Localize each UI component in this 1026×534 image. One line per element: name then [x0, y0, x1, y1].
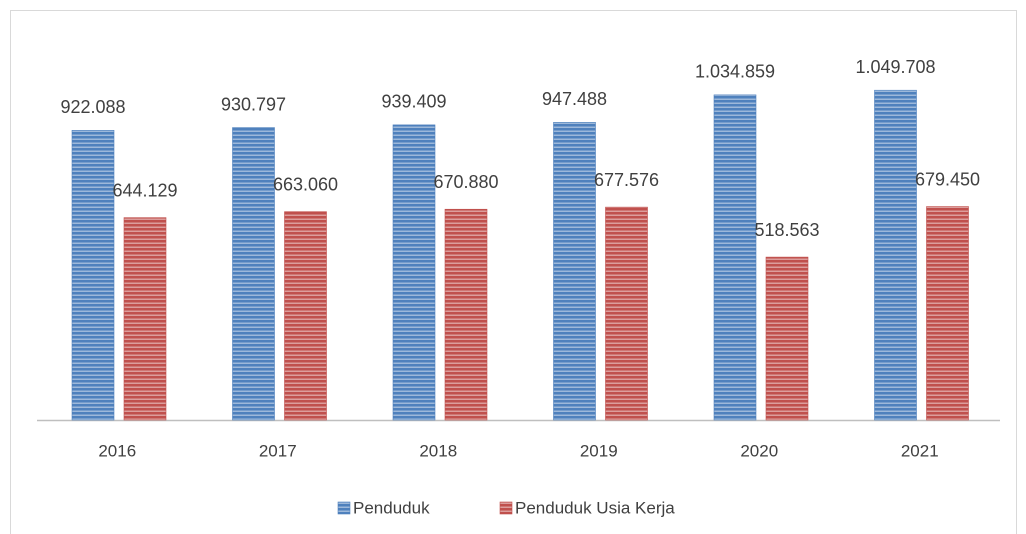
x-tick-label: 2017	[259, 441, 297, 460]
data-label: 518.563	[754, 220, 819, 240]
bar	[765, 256, 809, 421]
data-label: 663.060	[273, 174, 338, 194]
data-label: 644.129	[112, 180, 177, 200]
x-tick-label: 2019	[580, 441, 618, 460]
bar	[392, 124, 436, 421]
legend-label: Penduduk Usia Kerja	[515, 498, 675, 517]
bar	[605, 206, 648, 421]
chart-border	[10, 10, 1017, 534]
bar	[874, 89, 917, 421]
bar	[553, 122, 596, 421]
data-label: 679.450	[915, 169, 980, 189]
bar	[71, 130, 115, 421]
legend-swatch	[337, 501, 351, 515]
data-label: 670.880	[433, 172, 498, 192]
x-tick-label: 2020	[740, 441, 778, 460]
data-label: 677.576	[594, 170, 659, 190]
bar	[123, 217, 167, 421]
x-tick-label: 2018	[419, 441, 457, 460]
data-label: 922.088	[60, 97, 125, 117]
bar	[232, 127, 275, 421]
x-tick-label: 2021	[901, 441, 939, 460]
bar	[713, 94, 757, 421]
data-label: 1.034.859	[695, 62, 775, 82]
data-label: 939.409	[381, 92, 446, 112]
legend-swatch	[499, 501, 513, 515]
legend-label: Penduduk	[353, 498, 430, 517]
data-label: 930.797	[221, 94, 286, 114]
bar	[444, 208, 488, 421]
data-label: 1.049.708	[855, 57, 935, 77]
data-label: 947.488	[542, 89, 607, 109]
x-tick-label: 2016	[98, 441, 136, 460]
bar	[284, 211, 327, 421]
bar	[926, 206, 969, 421]
